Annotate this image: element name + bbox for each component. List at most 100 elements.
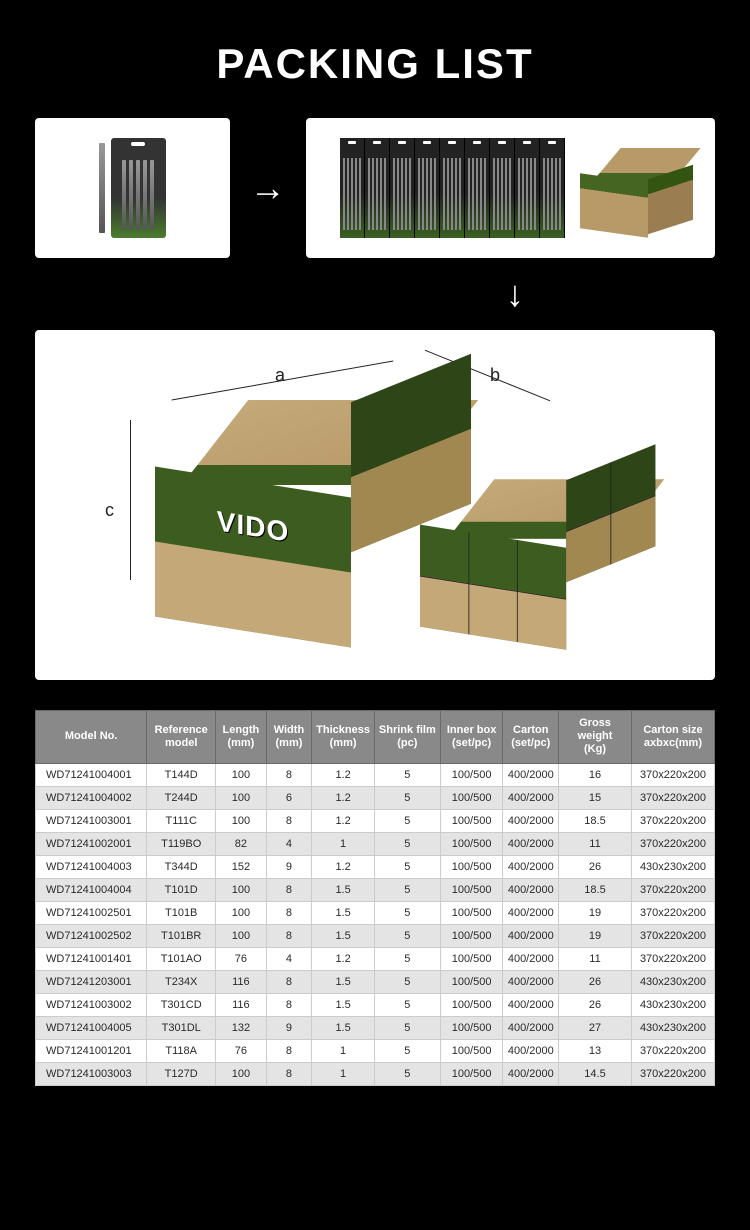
table-cell: 400/2000 bbox=[503, 1062, 559, 1085]
blister-pack-icon bbox=[111, 138, 166, 238]
table-cell: T118A bbox=[147, 1039, 216, 1062]
table-cell: WD71241002501 bbox=[36, 901, 147, 924]
table-cell: 400/2000 bbox=[503, 786, 559, 809]
dimension-b-label: b bbox=[490, 365, 500, 386]
table-cell: 26 bbox=[559, 970, 632, 993]
table-row: WD71241001201T118A76815100/500400/200013… bbox=[36, 1039, 715, 1062]
table-header-cell: Carton sizeaxbxc(mm) bbox=[631, 711, 714, 764]
table-cell: 100/500 bbox=[440, 993, 503, 1016]
dimension-c-label: c bbox=[105, 500, 114, 521]
table-cell: 5 bbox=[374, 1062, 440, 1085]
table-cell: 132 bbox=[216, 1016, 267, 1039]
master-carton-icon: VIDO bbox=[155, 400, 385, 635]
table-cell: 8 bbox=[266, 970, 312, 993]
table-cell: WD71241004005 bbox=[36, 1016, 147, 1039]
table-cell: 16 bbox=[559, 763, 632, 786]
table-header-cell: Reference model bbox=[147, 711, 216, 764]
table-cell: 370x220x200 bbox=[631, 1062, 714, 1085]
table-cell: T101D bbox=[147, 878, 216, 901]
table-cell: 18.5 bbox=[559, 809, 632, 832]
table-cell: 400/2000 bbox=[503, 1039, 559, 1062]
table-cell: 76 bbox=[216, 1039, 267, 1062]
table-row: WD71241004005T301DL13291.55100/500400/20… bbox=[36, 1016, 715, 1039]
table-cell: 430x230x200 bbox=[631, 993, 714, 1016]
carton-scene: a b c VIDO bbox=[75, 350, 675, 660]
table-cell: 100/500 bbox=[440, 901, 503, 924]
table-row: WD71241003003T127D100815100/500400/20001… bbox=[36, 1062, 715, 1085]
table-cell: 5 bbox=[374, 1016, 440, 1039]
table-row: WD71241002501T101B10081.55100/500400/200… bbox=[36, 901, 715, 924]
multi-blister-icon bbox=[340, 138, 565, 238]
table-cell: 8 bbox=[266, 924, 312, 947]
table-cell: 400/2000 bbox=[503, 901, 559, 924]
table-row: WD71241003001T111C10081.25100/500400/200… bbox=[36, 809, 715, 832]
table-cell: 18.5 bbox=[559, 878, 632, 901]
table-cell: 13 bbox=[559, 1039, 632, 1062]
table-row: WD71241002001T119BO82415100/500400/20001… bbox=[36, 832, 715, 855]
table-cell: 370x220x200 bbox=[631, 1039, 714, 1062]
table-cell: T101AO bbox=[147, 947, 216, 970]
table-cell: 100/500 bbox=[440, 924, 503, 947]
table-header-cell: Length(mm) bbox=[216, 711, 267, 764]
table-cell: WD71241203001 bbox=[36, 970, 147, 993]
inner-cartons-icon bbox=[420, 479, 590, 641]
panel-single-pack bbox=[35, 118, 230, 258]
table-cell: 370x220x200 bbox=[631, 786, 714, 809]
table-row: WD71241004002T244D10061.25100/500400/200… bbox=[36, 786, 715, 809]
table-cell: 400/2000 bbox=[503, 947, 559, 970]
table-cell: T111C bbox=[147, 809, 216, 832]
table-cell: 26 bbox=[559, 855, 632, 878]
table-body: WD71241004001T144D10081.25100/500400/200… bbox=[36, 763, 715, 1085]
table-cell: 370x220x200 bbox=[631, 809, 714, 832]
table-cell: 400/2000 bbox=[503, 1016, 559, 1039]
table-cell: 370x220x200 bbox=[631, 832, 714, 855]
table-cell: 400/2000 bbox=[503, 855, 559, 878]
table-cell: 100/500 bbox=[440, 763, 503, 786]
table-cell: 100/500 bbox=[440, 855, 503, 878]
table-header-cell: Shrink film(pc) bbox=[374, 711, 440, 764]
table-cell: WD71241004001 bbox=[36, 763, 147, 786]
table-cell: 19 bbox=[559, 924, 632, 947]
table-cell: 100 bbox=[216, 809, 267, 832]
table-cell: 1.2 bbox=[312, 786, 375, 809]
table-cell: 100/500 bbox=[440, 1016, 503, 1039]
table-cell: 8 bbox=[266, 809, 312, 832]
table-cell: WD71241004004 bbox=[36, 878, 147, 901]
table-cell: 100 bbox=[216, 1062, 267, 1085]
table-cell: WD71241002001 bbox=[36, 832, 147, 855]
table-cell: WD71241001401 bbox=[36, 947, 147, 970]
table-cell: 15 bbox=[559, 786, 632, 809]
table-cell: 5 bbox=[374, 901, 440, 924]
table-cell: 100/500 bbox=[440, 970, 503, 993]
table-cell: 8 bbox=[266, 1062, 312, 1085]
table-cell: T234X bbox=[147, 970, 216, 993]
table-cell: 1.2 bbox=[312, 855, 375, 878]
table-cell: 400/2000 bbox=[503, 970, 559, 993]
table-cell: WD71241003002 bbox=[36, 993, 147, 1016]
table-cell: 116 bbox=[216, 970, 267, 993]
table-cell: 1.2 bbox=[312, 763, 375, 786]
table-cell: 370x220x200 bbox=[631, 924, 714, 947]
table-cell: 1.5 bbox=[312, 993, 375, 1016]
table-row: WD71241004004T101D10081.55100/500400/200… bbox=[36, 878, 715, 901]
dimension-a-label: a bbox=[275, 365, 285, 386]
table-cell: 8 bbox=[266, 993, 312, 1016]
table-cell: 100 bbox=[216, 878, 267, 901]
table-cell: 400/2000 bbox=[503, 924, 559, 947]
table-cell: T144D bbox=[147, 763, 216, 786]
table-row: WD71241003002T301CD11681.55100/500400/20… bbox=[36, 993, 715, 1016]
table-cell: 100/500 bbox=[440, 1039, 503, 1062]
table-row: WD71241004001T144D10081.25100/500400/200… bbox=[36, 763, 715, 786]
table-cell: 5 bbox=[374, 993, 440, 1016]
table-cell: 5 bbox=[374, 855, 440, 878]
table-cell: 5 bbox=[374, 947, 440, 970]
table-cell: 11 bbox=[559, 832, 632, 855]
table-cell: 100/500 bbox=[440, 1062, 503, 1085]
table-cell: 5 bbox=[374, 970, 440, 993]
table-cell: 100/500 bbox=[440, 947, 503, 970]
table-cell: 430x230x200 bbox=[631, 970, 714, 993]
table-cell: 76 bbox=[216, 947, 267, 970]
table-cell: 26 bbox=[559, 993, 632, 1016]
brand-logo: VIDO bbox=[217, 505, 289, 548]
table-cell: 8 bbox=[266, 1039, 312, 1062]
